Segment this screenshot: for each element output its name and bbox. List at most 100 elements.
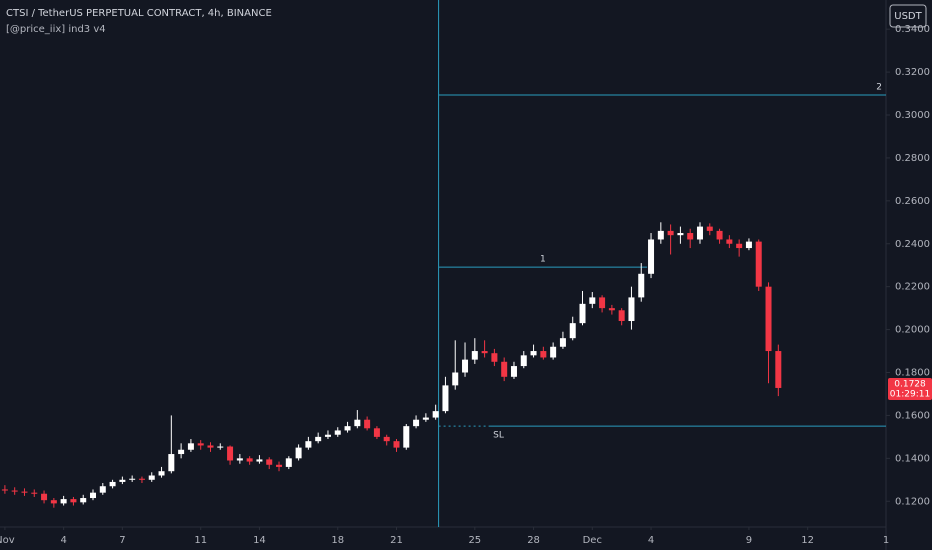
candle-body <box>246 458 253 462</box>
candle-body <box>550 346 557 358</box>
x-tick-label: 1 <box>883 535 889 546</box>
x-tick-label: Dec <box>583 535 602 546</box>
candle-body <box>168 454 175 472</box>
candle-body <box>60 499 67 504</box>
candle-body <box>138 478 145 480</box>
level-label: 2 <box>876 83 882 93</box>
candle-body <box>129 478 136 480</box>
x-tick-label: 11 <box>194 535 207 546</box>
y-tick-label: 0.2200 <box>895 282 930 293</box>
x-tick-label: Nov <box>0 535 15 546</box>
candle-body <box>413 419 420 427</box>
y-tick-label: 0.1600 <box>895 410 930 421</box>
candle-body <box>178 449 185 455</box>
candle-body <box>442 385 449 412</box>
candle-body <box>608 308 615 311</box>
candle-body <box>677 233 684 236</box>
x-tick-label: 12 <box>801 535 814 546</box>
candle-body <box>432 411 439 418</box>
candle-body <box>119 479 126 482</box>
candle-body <box>403 426 410 448</box>
candle-body <box>648 239 655 274</box>
candle-body <box>716 230 723 240</box>
candle-body <box>227 446 234 461</box>
candle-body <box>569 323 576 339</box>
currency-button[interactable] <box>889 4 927 28</box>
candle-body <box>80 498 87 503</box>
candle-body <box>334 430 341 435</box>
candle-body <box>393 441 400 448</box>
candle-body <box>276 464 283 467</box>
candle-body <box>31 492 38 494</box>
candle-body <box>256 459 263 462</box>
candle-body <box>266 459 273 465</box>
candle-body <box>217 446 224 448</box>
candle-body <box>530 351 537 356</box>
candle-body <box>354 419 361 427</box>
candle-body <box>90 492 97 499</box>
last-price-label: 0.1728 <box>894 379 926 389</box>
x-tick-label: 14 <box>253 535 266 546</box>
candle-body <box>373 428 380 437</box>
currency-label[interactable]: USDT <box>894 11 922 22</box>
candle-body <box>736 243 743 249</box>
y-tick-label: 0.1200 <box>895 496 930 507</box>
candle-body <box>197 443 204 446</box>
y-tick-label: 0.2600 <box>895 196 930 207</box>
x-tick-label: 9 <box>746 535 752 546</box>
candle-body <box>706 226 713 231</box>
candle-body <box>471 351 478 360</box>
candle-body <box>324 434 331 437</box>
x-tick-label: 28 <box>527 535 540 546</box>
indicator-name: [@price_iix] ind3 v4 <box>6 24 106 35</box>
candle-body <box>491 353 498 362</box>
candle-body <box>765 286 772 352</box>
level-label: SL <box>493 431 504 441</box>
candle-body <box>618 310 625 322</box>
y-tick-label: 0.2400 <box>895 239 930 250</box>
candle-body <box>667 230 674 236</box>
candle-body <box>696 226 703 240</box>
candle-body <box>207 445 214 448</box>
candle-body <box>540 351 547 358</box>
candle-body <box>422 417 429 420</box>
countdown-label: 01:29:11 <box>890 389 930 399</box>
candle-body <box>295 447 302 459</box>
candle-body <box>481 351 488 354</box>
candle-body <box>559 338 566 347</box>
candle-body <box>1 489 8 491</box>
x-tick-label: 18 <box>331 535 344 546</box>
x-tick-label: 25 <box>468 535 481 546</box>
candle-body <box>501 361 508 377</box>
candle-body <box>11 490 18 492</box>
level-label: 1 <box>540 255 546 265</box>
last-price-box <box>888 377 932 400</box>
candle-body <box>21 491 28 493</box>
candle-body <box>687 233 694 240</box>
candle-body <box>344 426 351 431</box>
candle-body <box>99 486 106 493</box>
chart-title: CTSI / TetherUS PERPETUAL CONTRACT, 4h, … <box>6 8 272 19</box>
candle-body <box>638 273 645 298</box>
candle-body <box>628 297 635 322</box>
candle-body <box>148 475 155 480</box>
candle-body <box>510 366 517 377</box>
candle-body <box>305 441 312 448</box>
candle-body <box>109 481 116 487</box>
candle-body <box>755 241 762 287</box>
candle-body <box>452 372 459 386</box>
candle-body <box>726 239 733 244</box>
y-tick-label: 0.3000 <box>895 110 930 121</box>
y-tick-label: 0.2000 <box>895 325 930 336</box>
candle-body <box>158 471 165 476</box>
y-tick-label: 0.1800 <box>895 368 930 379</box>
candle-body <box>236 458 243 461</box>
candle-body <box>383 436 390 442</box>
candle-body <box>775 351 782 388</box>
candle-body <box>520 355 527 367</box>
candle-body <box>599 297 606 309</box>
candle-body <box>41 493 48 501</box>
y-tick-label: 0.3400 <box>895 24 930 35</box>
